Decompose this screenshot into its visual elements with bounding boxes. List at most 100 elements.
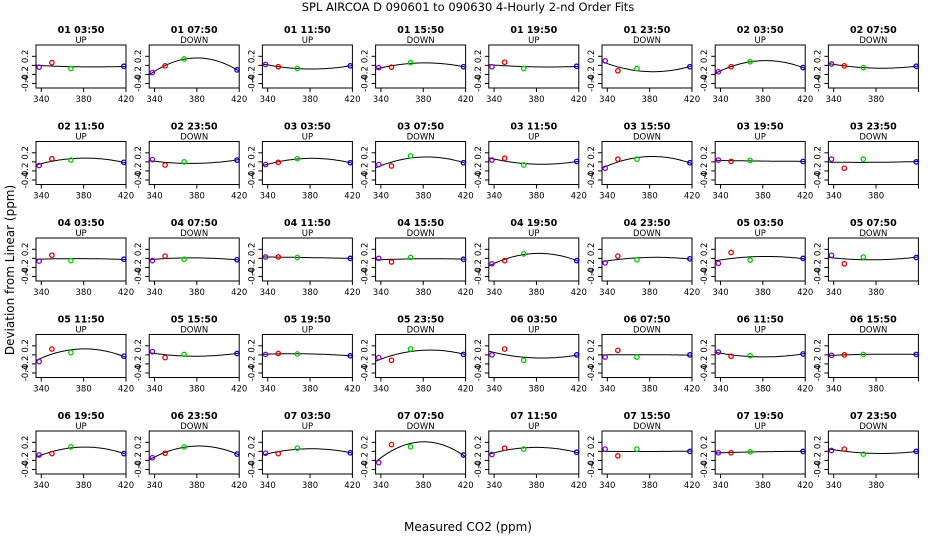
data-point: [747, 352, 753, 359]
panel-frame: [35, 334, 127, 378]
y-tick-label: -0.4: [247, 268, 257, 285]
y-tick-label: -0.4: [21, 75, 31, 92]
x-tick-label: 340: [599, 288, 615, 298]
x-tick-label: 380: [528, 481, 544, 491]
panel-title: 07 07:50: [397, 411, 444, 422]
y-tick-label: -0.4: [587, 268, 597, 285]
data-point: [68, 443, 74, 450]
y-tick-label: -0.2: [134, 259, 144, 276]
data-point: [800, 351, 806, 357]
y-tick-label: -0.4: [474, 75, 484, 92]
panel-title: 03 03:50: [284, 122, 331, 133]
fit-curve: [828, 353, 919, 356]
x-tick-label: 420: [457, 192, 473, 202]
panel-frame: [827, 141, 919, 185]
panel-direction: DOWN: [859, 229, 887, 239]
fit-curve: [262, 353, 353, 357]
data-point: [121, 353, 127, 360]
panel-title: 04 03:50: [58, 218, 105, 229]
y-tick-label: 0.2: [813, 436, 823, 450]
panel-title: 04 11:50: [284, 218, 331, 229]
y-tick-label: 0.2: [134, 436, 144, 450]
panel-direction: UP: [75, 422, 86, 432]
x-tick-label: 380: [415, 481, 431, 491]
y-tick-label: -0.2: [361, 452, 371, 469]
panel-frame: [827, 237, 919, 282]
x-tick-label: 380: [415, 385, 431, 395]
data-point: [347, 352, 354, 359]
data-point: [460, 63, 467, 70]
data-point: [841, 260, 848, 267]
fit-curve: [375, 156, 466, 169]
y-tick-label: -0.4: [587, 461, 597, 478]
data-point: [800, 158, 806, 165]
x-tick-label: 340: [260, 192, 276, 202]
data-point: [149, 69, 156, 76]
x-tick-label: 380: [528, 95, 544, 105]
data-point: [747, 157, 753, 164]
x-tick-label: 340: [146, 288, 162, 298]
x-tick-label: 420: [684, 192, 700, 202]
x-tick-label: 380: [76, 385, 92, 395]
x-tick-label: 420: [457, 481, 473, 491]
data-point: [841, 352, 848, 358]
y-tick-label: -0.4: [134, 172, 144, 189]
data-point: [262, 351, 269, 358]
x-tick-label: 420: [344, 95, 360, 105]
y-tick-label: -0.4: [813, 461, 823, 478]
x-tick-label: 380: [755, 385, 771, 395]
x-tick-label: 340: [146, 385, 162, 395]
panel-title: 04 23:50: [624, 218, 671, 229]
x-tick-label: 380: [76, 95, 92, 105]
data-point: [36, 358, 43, 365]
y-tick-label: -0.2: [587, 259, 597, 276]
x-tick-label: 380: [755, 481, 771, 491]
panel-title: 05 03:50: [737, 218, 784, 229]
data-point: [573, 63, 580, 70]
data-point: [687, 159, 693, 166]
panel-title: 01 23:50: [624, 25, 671, 36]
panel-direction: DOWN: [633, 36, 661, 46]
y-tick-label: -0.4: [134, 75, 144, 92]
x-tick-label: 380: [76, 481, 92, 491]
x-tick-label: 340: [599, 192, 615, 202]
data-point: [728, 63, 734, 70]
data-point: [828, 156, 835, 163]
data-point: [715, 68, 722, 75]
fit-curve: [488, 64, 579, 68]
data-point: [489, 63, 495, 70]
y-tick-label: -0.2: [587, 356, 597, 373]
fit-curve: [828, 161, 919, 163]
x-tick-label: 340: [712, 288, 728, 298]
y-tick-label: 0.2: [813, 50, 823, 64]
panel-title: 05 19:50: [284, 315, 331, 326]
panel-direction: UP: [302, 133, 313, 143]
data-point: [747, 448, 753, 455]
x-tick-label: 380: [528, 385, 544, 395]
data-point: [275, 254, 282, 260]
y-tick-label: 0.2: [21, 50, 31, 64]
x-tick-label: 420: [797, 288, 813, 298]
x-tick-label: 420: [457, 385, 473, 395]
y-tick-label: -0.2: [361, 356, 371, 373]
x-axis-label: Measured CO2 (ppm): [404, 520, 532, 534]
y-tick-label: 0.2: [700, 146, 710, 160]
panel-frame: [375, 430, 467, 475]
y-tick-label: 0.2: [21, 243, 31, 257]
data-point: [388, 357, 395, 364]
y-tick-label: -0.2: [247, 66, 257, 83]
y-tick-label: 0.2: [587, 436, 597, 450]
panel-title: 02 03:50: [737, 25, 784, 36]
data-point: [828, 252, 835, 259]
x-tick-label: 420: [571, 192, 587, 202]
y-tick-label: -0.2: [21, 66, 31, 83]
y-tick-label: -0.4: [813, 172, 823, 189]
x-tick-label: 380: [302, 192, 318, 202]
x-tick-label: 420: [344, 481, 360, 491]
